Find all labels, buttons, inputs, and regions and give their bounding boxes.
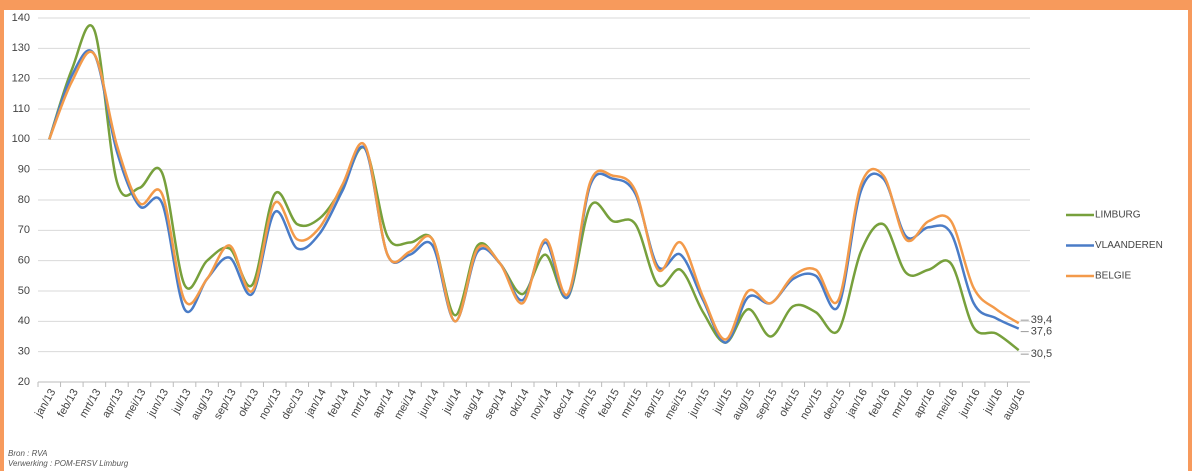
legend-label: LIMBURG <box>1095 210 1141 221</box>
x-tick-label: jul/14 <box>440 387 464 417</box>
y-tick-label: 140 <box>12 12 30 24</box>
y-tick-label: 40 <box>18 315 30 327</box>
x-tick-label: dec/15 <box>821 387 848 422</box>
x-tick-label: jun/13 <box>145 387 171 420</box>
x-tick-label: jan/16 <box>844 387 870 420</box>
x-tick-label: sep/13 <box>212 387 239 422</box>
x-tick-label: mei/16 <box>933 387 960 422</box>
y-tick-label: 80 <box>18 194 30 206</box>
x-tick-label: jul/13 <box>170 387 194 417</box>
source: Bron : RVA <box>8 449 47 458</box>
x-tick-label: dec/13 <box>279 387 306 422</box>
x-tick-label: mei/15 <box>663 387 690 422</box>
x-tick-label: jul/16 <box>981 387 1005 417</box>
x-tick-label: mei/14 <box>392 387 419 422</box>
y-tick-label: 120 <box>12 73 30 85</box>
x-tick-label: jan/13 <box>33 387 59 420</box>
x-tick-label: mrt/14 <box>348 387 374 420</box>
y-tick-label: 30 <box>18 346 30 358</box>
y-tick-label: 100 <box>12 133 30 145</box>
panel <box>4 10 1188 471</box>
x-tick-label: sep/14 <box>482 387 509 422</box>
x-tick-label: mrt/16 <box>889 387 915 420</box>
y-tick-label: 20 <box>18 376 30 388</box>
x-tick-label: jun/15 <box>686 387 712 420</box>
x-tick-label: aug/16 <box>1001 387 1028 422</box>
x-tick-label: jan/15 <box>574 387 600 420</box>
series-line <box>48 24 1020 352</box>
y-tick-label: 50 <box>18 285 30 297</box>
x-tick-label: jan/14 <box>303 387 329 420</box>
value-label: 39,4 <box>1031 314 1052 326</box>
x-tick-label: sep/15 <box>753 387 780 422</box>
value-label: 30,5 <box>1031 348 1052 360</box>
x-tick-label: mrt/13 <box>77 387 103 420</box>
y-tick-label: 110 <box>12 103 30 115</box>
x-tick-label: mei/13 <box>122 387 149 422</box>
legend-label: BELGIE <box>1095 271 1131 282</box>
processing: Verwerking : POM-ERSV Limburg <box>8 459 129 468</box>
y-tick-label: 60 <box>18 255 30 267</box>
series-line <box>48 50 1020 341</box>
value-label: 37,6 <box>1031 326 1052 338</box>
x-tick-label: mrt/15 <box>619 387 645 420</box>
y-tick-label: 130 <box>12 42 30 54</box>
x-tick-label: dec/14 <box>550 387 577 422</box>
x-tick-label: jun/14 <box>416 387 442 420</box>
y-tick-label: 90 <box>18 164 30 176</box>
x-tick-label: jun/16 <box>957 387 983 420</box>
legend-label: VLAANDEREN <box>1095 240 1163 251</box>
x-tick-label: jul/15 <box>711 387 735 417</box>
y-tick-label: 70 <box>18 224 30 236</box>
